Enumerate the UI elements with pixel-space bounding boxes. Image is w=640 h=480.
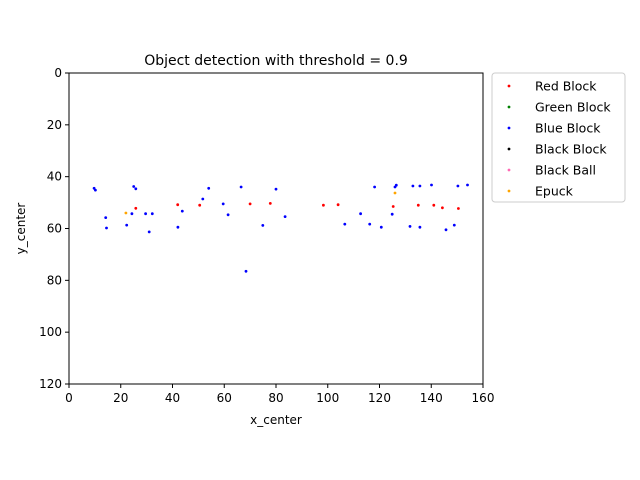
blue-block-point	[456, 184, 460, 188]
blue-block-point	[394, 183, 398, 187]
y-tick-label: 60	[47, 222, 62, 236]
blue-block-point	[244, 269, 248, 273]
y-axis-label: y_center	[14, 203, 28, 255]
x-tick-label: 160	[472, 391, 495, 405]
blue-block-point	[274, 187, 278, 191]
blue-block-point	[466, 183, 469, 187]
epuck-point	[124, 211, 128, 215]
y-tick-label: 80	[47, 273, 62, 287]
legend-label-black-block: Black Block	[535, 142, 607, 157]
x-axis-label: x_center	[250, 413, 302, 427]
y-tick-label: 120	[39, 377, 62, 391]
red-block-point	[441, 206, 444, 210]
legend-label-epuck: Epuck	[535, 184, 574, 199]
legend-marker-green-block	[507, 105, 511, 109]
legend-label-black-ball: Black Ball	[535, 163, 596, 178]
blue-block-point	[130, 212, 134, 216]
red-block-point	[391, 205, 395, 208]
legend-label-green-block: Green Block	[535, 100, 611, 115]
plot-frame	[68, 72, 484, 385]
blue-block-point	[283, 215, 287, 219]
legend-label-blue-block: Blue Block	[535, 121, 601, 136]
blue-block-point	[452, 223, 456, 227]
blue-block-point	[104, 216, 108, 220]
blue-block-point	[105, 226, 108, 230]
blue-block-point	[207, 186, 211, 190]
legend-marker-black-block	[507, 147, 511, 151]
blue-block-point	[150, 212, 154, 216]
blue-block-point	[147, 230, 151, 234]
blue-block-point	[261, 224, 265, 227]
legend-marker-blue-block	[507, 126, 511, 130]
red-block-point	[322, 203, 325, 207]
legend: Red Block Green Block Blue Block Black Bloc…	[491, 72, 626, 203]
blue-block-point	[221, 202, 225, 206]
blue-block-point	[379, 225, 383, 229]
red-block-point	[134, 206, 138, 210]
blue-block-point	[144, 212, 148, 216]
blue-block-point	[180, 209, 184, 213]
x-tick-label: 20	[113, 391, 128, 405]
blue-block-point	[94, 188, 97, 192]
red-block-point	[176, 203, 180, 207]
y-tick-label: 0	[54, 66, 62, 80]
y-tick-label: 100	[39, 325, 62, 339]
blue-block-point	[368, 222, 372, 226]
blue-block-point	[390, 212, 394, 216]
blue-block-point	[418, 184, 422, 188]
blue-block-point	[176, 225, 180, 229]
x-tick-label: 80	[268, 391, 283, 405]
x-tick-label: 60	[217, 391, 232, 405]
epuck-point	[393, 191, 397, 195]
y-axis-ticks: 0 20 40 60 80 100 120	[39, 66, 69, 391]
red-block-point	[457, 207, 460, 210]
x-tick-label: 0	[65, 391, 73, 405]
blue-block-point	[444, 228, 448, 232]
legend-label-red-block: Red Block	[535, 79, 597, 94]
blue-block-point	[408, 225, 412, 228]
x-tick-label: 100	[316, 391, 339, 405]
blue-block-point	[411, 184, 415, 188]
legend-marker-red-block	[507, 84, 511, 88]
blue-block-point	[125, 223, 129, 227]
legend-marker-black-ball	[507, 168, 511, 172]
red-block-point	[198, 203, 202, 207]
y-tick-label: 40	[47, 170, 62, 184]
blue-block-point	[373, 185, 376, 189]
legend-marker-epuck	[507, 189, 511, 193]
blue-block-point	[430, 183, 433, 187]
data-points	[92, 183, 469, 273]
blue-block-point	[239, 185, 243, 189]
blue-block-point	[201, 197, 205, 201]
red-block-point	[248, 202, 252, 206]
chart-title: Object detection with threshold = 0.9	[144, 53, 408, 69]
red-block-point	[336, 203, 340, 207]
blue-block-point	[359, 212, 362, 216]
blue-block-point	[343, 222, 347, 226]
x-tick-label: 140	[420, 391, 443, 405]
red-block-point	[416, 203, 420, 207]
x-tick-label: 40	[165, 391, 180, 405]
legend-box	[491, 72, 626, 203]
x-axis-ticks: 0 20 40 60 80 100 120 140 160	[65, 384, 494, 405]
blue-block-point	[134, 187, 138, 191]
blue-block-point	[418, 225, 422, 229]
red-block-point	[432, 203, 436, 207]
red-block-point	[268, 202, 272, 205]
blue-block-point	[132, 185, 136, 188]
y-tick-label: 20	[47, 118, 62, 132]
blue-block-point	[226, 213, 230, 217]
x-tick-label: 120	[368, 391, 391, 405]
